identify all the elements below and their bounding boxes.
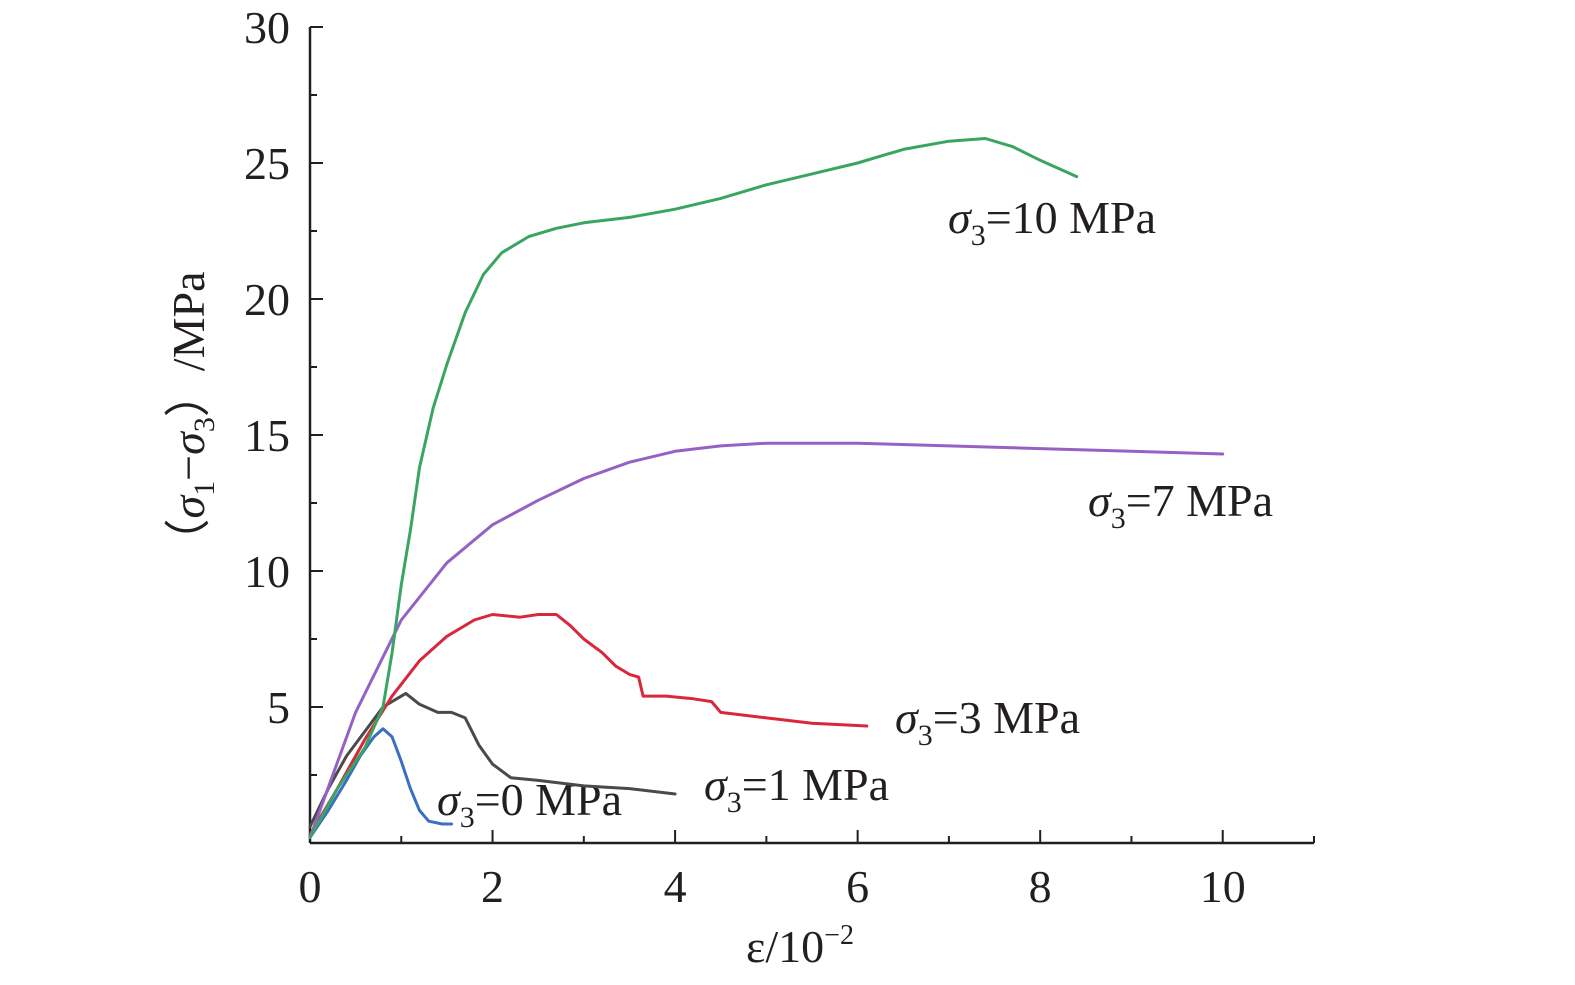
series-label-sub: 3 bbox=[918, 719, 933, 752]
x-tick-label: 8 bbox=[1029, 861, 1052, 912]
series-label-sub: 3 bbox=[1111, 502, 1126, 535]
y-axis-label-sigma1-sub: 1 bbox=[188, 481, 221, 496]
series-line-0 bbox=[308, 727, 453, 840]
series-label-rest: =10 MPa bbox=[986, 192, 1156, 243]
series-label-rest: =1 MPa bbox=[742, 759, 889, 810]
y-tick-label: 30 bbox=[244, 2, 290, 53]
series-label-symbol: σ bbox=[704, 759, 729, 810]
y-ticks: 5 10 15 20 25 30 bbox=[244, 2, 323, 776]
series-label-symbol: σ bbox=[437, 774, 462, 825]
series-label-2: σ3=3 MPa bbox=[895, 692, 1080, 752]
y-axis-label-open: （ bbox=[163, 519, 214, 565]
y-tick-label: 15 bbox=[244, 410, 290, 461]
y-axis-label-close: ）/MPa bbox=[163, 271, 214, 417]
series-label-symbol: σ bbox=[1088, 475, 1113, 526]
series-label-rest: =7 MPa bbox=[1126, 475, 1273, 526]
y-axis-label-sigma3: σ bbox=[163, 430, 214, 455]
series-label-0: σ3=0 MPa bbox=[437, 774, 622, 834]
y-axis-label-sigma1: σ bbox=[163, 494, 214, 519]
series-label-rest: =3 MPa bbox=[933, 692, 1080, 743]
x-tick-label: 2 bbox=[481, 861, 504, 912]
y-tick-label: 5 bbox=[267, 682, 290, 733]
y-tick-label: 25 bbox=[244, 138, 290, 189]
series-label-symbol: σ bbox=[895, 692, 920, 743]
series-line-1 bbox=[308, 691, 677, 829]
x-axis-label: ε/10−2 bbox=[746, 920, 854, 972]
series-label-sub: 3 bbox=[971, 219, 986, 252]
series-label-3: σ3=7 MPa bbox=[1088, 475, 1273, 535]
y-axis-label-minus: − bbox=[163, 455, 214, 481]
y-tick-label: 10 bbox=[244, 546, 290, 597]
axes: 2 4 6 8 10 5 10 15 20 25 30 0 bbox=[244, 2, 1315, 912]
series-label-4: σ3=10 MPa bbox=[948, 192, 1156, 252]
series-line-3 bbox=[308, 441, 1225, 840]
x-tick-label: 4 bbox=[664, 861, 687, 912]
y-axis-label-sigma3-sub: 3 bbox=[188, 417, 221, 432]
x-axis-label-base: ε/10 bbox=[746, 921, 824, 972]
series-label-sub: 3 bbox=[460, 801, 475, 834]
x-ticks: 2 4 6 8 10 bbox=[400, 830, 1315, 912]
series-label-1: σ3=1 MPa bbox=[704, 759, 889, 819]
series-line-2 bbox=[308, 613, 869, 837]
y-axis-label: （σ1−σ3）/MPa bbox=[163, 271, 221, 564]
series-label-symbol: σ bbox=[948, 192, 973, 243]
origin-tick-label: 0 bbox=[299, 861, 322, 912]
x-tick-label: 6 bbox=[846, 861, 869, 912]
x-tick-label: 10 bbox=[1200, 861, 1246, 912]
series-line-4 bbox=[308, 137, 1079, 840]
x-axis-label-exponent: −2 bbox=[824, 920, 854, 951]
y-tick-label: 20 bbox=[244, 274, 290, 325]
series-label-sub: 3 bbox=[727, 786, 742, 819]
